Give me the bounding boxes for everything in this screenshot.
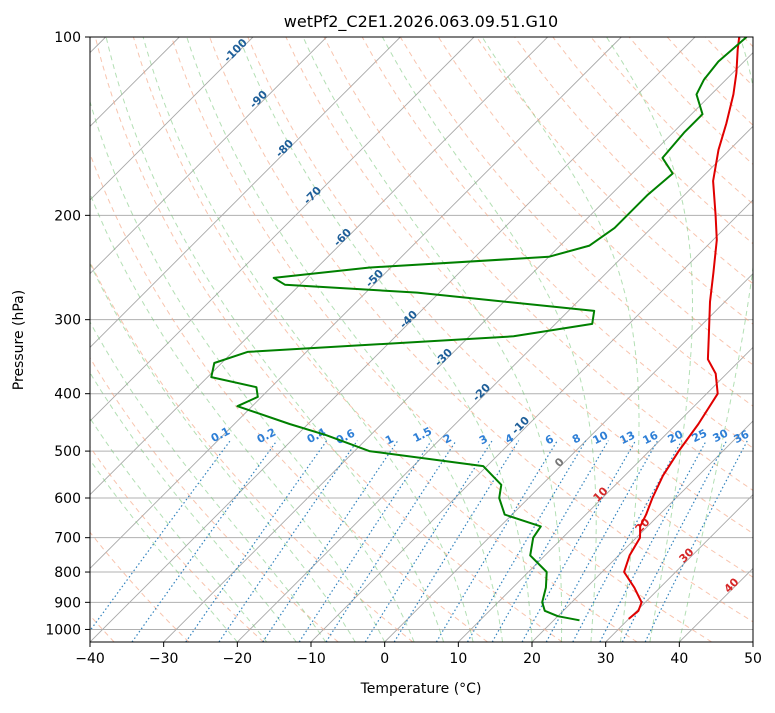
isotherm-line bbox=[90, 37, 695, 642]
mixing-ratio-line bbox=[600, 441, 706, 642]
mixing-ratio-label: 8 bbox=[570, 431, 583, 446]
mixing-ratio-line bbox=[546, 441, 657, 642]
y-axis-label: Pressure (hPa) bbox=[11, 290, 27, 390]
x-tick-label: 50 bbox=[744, 651, 762, 667]
moist-adiabat-line bbox=[0, 37, 237, 642]
x-tick-label: 40 bbox=[670, 651, 688, 667]
mixing-ratio-label: 16 bbox=[641, 428, 661, 447]
mixing-ratio-label: 3 bbox=[477, 432, 490, 447]
y-tick-label: 600 bbox=[54, 491, 81, 507]
dry-adiabat-label: -40 bbox=[397, 308, 420, 331]
mixing-ratio-label: 25 bbox=[690, 427, 710, 446]
y-tick-label: 900 bbox=[54, 595, 81, 611]
mixing-ratio-line bbox=[492, 441, 608, 642]
isotherm-line bbox=[679, 37, 775, 642]
dry-adiabat-label: 40 bbox=[722, 575, 742, 595]
x-tick-label: 10 bbox=[449, 651, 467, 667]
plot-frame bbox=[90, 37, 753, 642]
y-tick-label: 500 bbox=[54, 444, 81, 460]
x-tick-label: 0 bbox=[380, 651, 389, 667]
chart-title: wetPf2_C2E1.2026.063.09.51.G10 bbox=[284, 12, 558, 32]
dry-adiabat-label: 20 bbox=[633, 515, 653, 535]
mixing-ratio-line bbox=[186, 441, 327, 642]
y-tick-label: 100 bbox=[54, 30, 81, 46]
mixing-ratio-line bbox=[645, 441, 747, 642]
isotherm-line bbox=[311, 37, 775, 642]
mixing-ratio-line bbox=[82, 441, 231, 642]
mixing-ratio-line bbox=[219, 441, 357, 642]
moist-adiabat-line bbox=[482, 37, 639, 642]
dry-adiabat-label: -60 bbox=[331, 226, 354, 249]
dry-adiabat-line bbox=[19, 37, 413, 642]
moist-adiabat-line bbox=[22, 37, 356, 642]
isotherm-line bbox=[0, 37, 253, 642]
x-tick-label: −40 bbox=[75, 651, 105, 667]
moist-adiabat-line bbox=[239, 37, 532, 642]
dry-adiabat-label: -100 bbox=[221, 36, 250, 65]
mixing-ratio-label: 0.6 bbox=[334, 427, 358, 448]
mixing-ratio-line bbox=[394, 441, 519, 642]
dry-adiabat-line bbox=[0, 37, 263, 642]
moist-adiabat-line bbox=[382, 37, 596, 642]
moist-adiabat-line bbox=[74, 37, 414, 642]
y-tick-label: 300 bbox=[54, 313, 81, 329]
isotherm-line bbox=[237, 37, 775, 642]
dry-adiabat-label: -80 bbox=[273, 137, 296, 160]
isotherm-line bbox=[532, 37, 775, 642]
isotherm-line bbox=[458, 37, 775, 642]
x-tick-label: −20 bbox=[223, 651, 253, 667]
mixing-ratio-line bbox=[326, 441, 456, 642]
dry-adiabat-label: -70 bbox=[301, 184, 324, 207]
dry-adiabat-line bbox=[515, 37, 775, 642]
isotherm-line bbox=[0, 37, 400, 642]
dry-adiabat-line bbox=[172, 37, 712, 642]
mixing-ratio-line bbox=[132, 441, 277, 642]
dry-adiabat-label: -30 bbox=[432, 346, 455, 369]
y-tick-label: 700 bbox=[54, 531, 81, 547]
mixing-ratio-label: 36 bbox=[732, 427, 752, 446]
y-tick-label: 400 bbox=[54, 387, 81, 403]
mixing-ratio-label: 0.4 bbox=[305, 426, 329, 447]
x-axis-label: Temperature (°C) bbox=[360, 681, 482, 697]
background-lines bbox=[0, 37, 775, 642]
x-tick-label: 30 bbox=[597, 651, 615, 667]
dry-adiabat-label: 10 bbox=[591, 484, 611, 504]
mixing-ratio-label: 13 bbox=[618, 429, 638, 448]
moist-adiabat-line bbox=[303, 37, 561, 642]
mixing-ratio-label: 20 bbox=[666, 427, 686, 446]
mixing-ratio-label: 10 bbox=[591, 428, 611, 447]
dry-adiabat-label: -10 bbox=[509, 414, 532, 437]
mixing-ratio-label: 1 bbox=[383, 432, 396, 447]
isotherm-line bbox=[0, 37, 474, 642]
x-tick-label: −10 bbox=[296, 651, 326, 667]
x-tick-label: 20 bbox=[523, 651, 541, 667]
dry-adiabat-line bbox=[95, 37, 562, 642]
dry-adiabat-label: -90 bbox=[247, 88, 270, 111]
dry-adiabat-label: -20 bbox=[470, 381, 493, 404]
profile-series bbox=[211, 37, 746, 620]
y-tick-label: 800 bbox=[54, 565, 81, 581]
dry-adiabat-line bbox=[133, 37, 637, 642]
mixing-ratio-line bbox=[263, 441, 398, 642]
axis-ticks: −40 −30 −20 −10 0 10 20 30 40 50 1000 900 800 700 600 5… bbox=[45, 30, 762, 667]
y-tick-label: 200 bbox=[54, 208, 81, 224]
moist-adiabat-line bbox=[46, 37, 384, 642]
isotherm-line bbox=[0, 37, 327, 642]
dry-adiabat-label: -50 bbox=[363, 267, 386, 290]
dry-adiabat-line bbox=[0, 37, 338, 642]
mixing-ratio-line bbox=[365, 441, 492, 642]
dry-adiabat-line bbox=[57, 37, 488, 642]
mixing-ratio-label: 2 bbox=[441, 431, 454, 446]
dry-adiabat-label: 30 bbox=[677, 545, 697, 565]
moist-adiabat-line bbox=[607, 37, 693, 642]
dry-adiabat-line bbox=[744, 37, 775, 642]
isotherm-line bbox=[753, 37, 775, 642]
y-tick-label: 1000 bbox=[45, 622, 81, 638]
x-tick-label: −30 bbox=[149, 651, 179, 667]
dry-adiabat-line bbox=[705, 37, 775, 642]
profile-line bbox=[211, 37, 746, 620]
